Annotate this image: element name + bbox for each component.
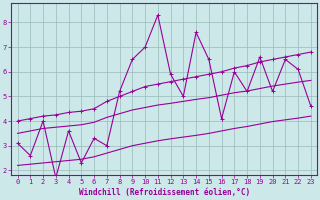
X-axis label: Windchill (Refroidissement éolien,°C): Windchill (Refroidissement éolien,°C): [79, 188, 250, 197]
